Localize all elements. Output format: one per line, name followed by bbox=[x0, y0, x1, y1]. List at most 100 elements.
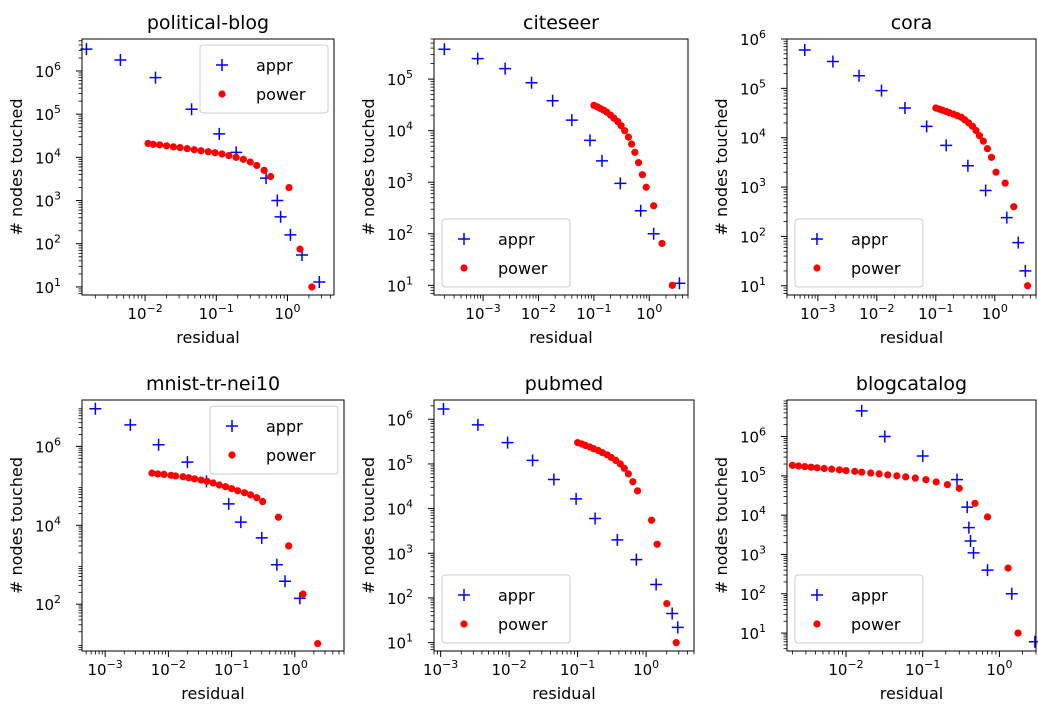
legend: appr power bbox=[794, 218, 924, 288]
data-point-power bbox=[204, 148, 212, 156]
data-point-power bbox=[629, 478, 637, 486]
data-point-power bbox=[653, 540, 661, 548]
data-point-appr bbox=[114, 53, 127, 66]
legend-marker-appr bbox=[216, 59, 228, 71]
legend: appr power bbox=[794, 574, 924, 644]
data-point-appr bbox=[671, 621, 684, 634]
x-tick-label: 10−3 bbox=[88, 658, 123, 679]
data-point-power bbox=[285, 183, 293, 192]
data-point-power bbox=[835, 466, 844, 474]
x-tick-label: 100 bbox=[982, 302, 1008, 323]
data-point-power bbox=[788, 461, 797, 469]
data-point-power bbox=[179, 473, 187, 481]
plot-frame bbox=[81, 399, 345, 652]
data-point-power bbox=[955, 484, 963, 492]
data-point-appr bbox=[920, 120, 933, 133]
data-point-power bbox=[620, 464, 628, 472]
legend-marker-power bbox=[460, 620, 468, 628]
x-axis-label: residual bbox=[176, 328, 239, 347]
legend-label: appr bbox=[498, 230, 535, 249]
series-power bbox=[144, 139, 316, 291]
legend-box bbox=[441, 574, 571, 644]
series-appr bbox=[437, 402, 684, 634]
data-point-appr bbox=[149, 71, 162, 84]
legend-label: appr bbox=[851, 230, 888, 249]
chart-title: mnist-tr-nei10 bbox=[146, 373, 280, 395]
chart-title: blogcatalog bbox=[856, 373, 967, 395]
data-point-power bbox=[169, 143, 178, 151]
y-tick-label: 104 bbox=[740, 127, 766, 148]
x-tick-label: 10−3 bbox=[800, 302, 835, 323]
x-tick-label: 10−1 bbox=[214, 658, 249, 679]
data-point-power bbox=[260, 166, 268, 174]
data-point-power bbox=[893, 472, 901, 480]
data-point-power bbox=[631, 148, 639, 156]
data-point-appr bbox=[185, 103, 198, 116]
data-point-power bbox=[156, 141, 164, 149]
legend-label: appr bbox=[266, 417, 303, 436]
data-point-power bbox=[813, 464, 821, 472]
data-point-power bbox=[943, 480, 952, 489]
data-point-appr bbox=[501, 436, 514, 449]
chart-panel-0: political-blog residual # nodes touched 10−… bbox=[7, 12, 335, 347]
y-axis-label: # nodes touched bbox=[7, 457, 26, 594]
y-tick-label: 105 bbox=[740, 77, 766, 98]
y-tick-label: 101 bbox=[740, 622, 766, 643]
legend-label: power bbox=[498, 259, 548, 278]
data-point-appr bbox=[271, 194, 284, 207]
data-point-power bbox=[221, 483, 230, 491]
legend-marker-power bbox=[218, 90, 226, 98]
legend-marker-appr bbox=[811, 589, 823, 601]
legend-marker-power bbox=[813, 620, 821, 628]
chart-panel-2: cora residual # nodes touched 10−3 10−2 10−1 1… bbox=[712, 12, 1037, 347]
data-point-power bbox=[296, 245, 304, 253]
data-point-power bbox=[1004, 564, 1012, 572]
data-point-appr bbox=[181, 456, 194, 469]
data-point-power bbox=[171, 472, 180, 480]
y-tick-label: 105 bbox=[387, 453, 413, 474]
x-tick-label: 10−2 bbox=[127, 302, 162, 323]
data-point-appr bbox=[471, 52, 484, 65]
data-point-appr bbox=[964, 535, 977, 547]
y-tick-label: 103 bbox=[740, 543, 766, 564]
legend-marker-power bbox=[228, 451, 236, 459]
data-point-power bbox=[634, 159, 643, 167]
data-point-power bbox=[638, 171, 646, 179]
data-point-power bbox=[253, 494, 261, 502]
y-tick-label: 106 bbox=[740, 28, 766, 49]
data-point-appr bbox=[525, 76, 538, 89]
data-point-power bbox=[633, 487, 642, 495]
data-point-appr bbox=[611, 533, 624, 546]
data-point-power bbox=[149, 140, 157, 148]
data-point-appr bbox=[630, 553, 643, 566]
x-axis-label: residual bbox=[181, 684, 244, 703]
data-point-appr bbox=[471, 418, 484, 431]
x-axis-label: residual bbox=[880, 684, 943, 703]
data-point-power bbox=[234, 487, 242, 495]
data-point-appr bbox=[222, 497, 235, 510]
data-point-power bbox=[308, 283, 316, 291]
data-point-power bbox=[983, 145, 992, 153]
data-point-power bbox=[801, 462, 809, 471]
y-tick-label: 106 bbox=[35, 435, 61, 456]
legend-label: power bbox=[498, 615, 548, 634]
data-point-power bbox=[987, 153, 996, 161]
data-point-power bbox=[647, 516, 656, 524]
y-tick-label: 106 bbox=[740, 426, 766, 447]
data-point-power bbox=[240, 489, 249, 497]
data-point-appr bbox=[961, 159, 974, 172]
data-point-power bbox=[1023, 282, 1032, 290]
y-tick-label: 101 bbox=[35, 276, 61, 297]
legend-marker-appr bbox=[226, 420, 238, 432]
x-axis-label: residual bbox=[880, 328, 943, 347]
x-tick-label: 10−1 bbox=[560, 658, 595, 679]
series-power bbox=[148, 469, 322, 648]
x-tick-label: 100 bbox=[633, 658, 659, 679]
data-point-appr bbox=[274, 210, 287, 223]
y-tick-label: 103 bbox=[740, 176, 766, 197]
series-appr bbox=[438, 43, 686, 290]
data-point-power bbox=[203, 477, 211, 485]
plot-frame bbox=[786, 399, 1037, 652]
y-axis-label: # nodes touched bbox=[712, 99, 731, 236]
data-point-appr bbox=[526, 454, 539, 467]
